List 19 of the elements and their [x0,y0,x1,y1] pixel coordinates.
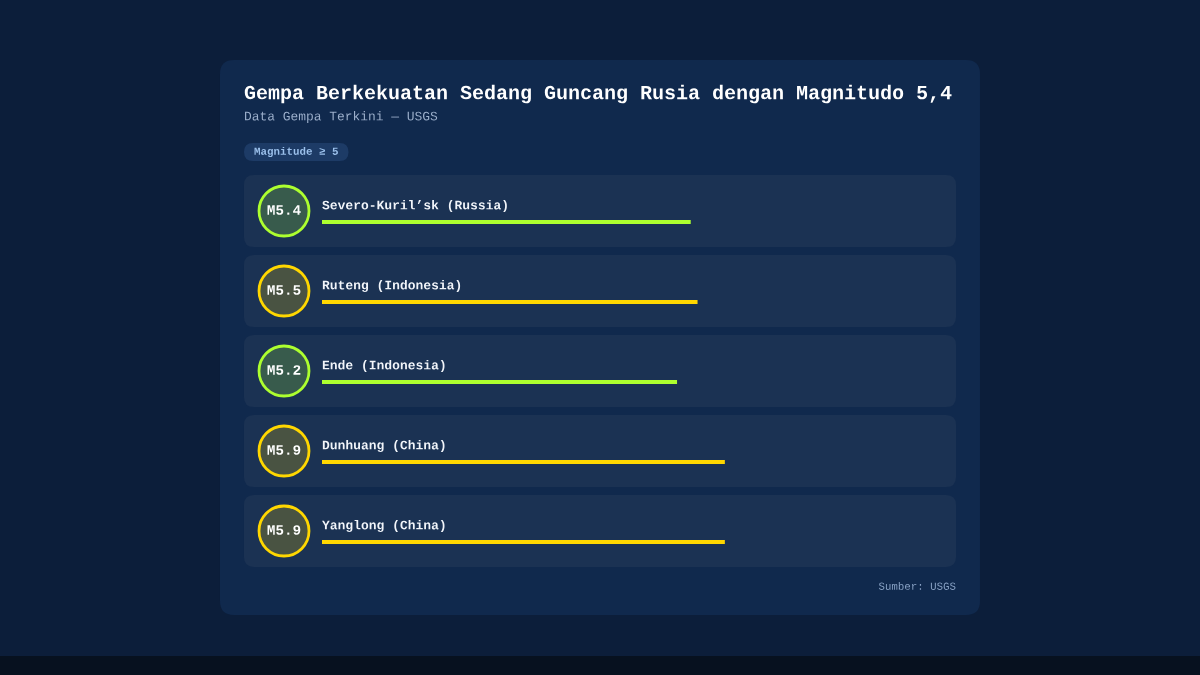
bar [322,220,691,224]
text: Sumber: USGS [878,581,956,590]
y-tick-label: Ruteng (Indonesia) [322,279,461,293]
data-label: M5.4 [267,205,301,215]
data-label: M5.5 [267,285,301,295]
data-label: M5.9 [267,445,301,455]
y-tick-label: Yanglong (China) [322,519,445,533]
data-label: M5.2 [267,365,301,375]
y-tick-label: Dunhuang (China) [322,439,445,453]
data-label: M5.9 [267,525,301,535]
bar [322,460,725,464]
bar [322,300,698,304]
bar [322,540,725,544]
y-tick-label: Ende (Indonesia) [322,359,445,373]
y-tick-label: Severo-Kuril’sk (Russia) [322,199,507,213]
text: Magnitude ≥ 5 [254,146,338,158]
chart-subtitle: Data Gempa Terkini — USGS [245,110,438,124]
chart-title: Gempa Berkekuatan Sedang Guncang Rusia dengan Magnitudo 5,4 [244,84,952,104]
bar [322,380,678,384]
